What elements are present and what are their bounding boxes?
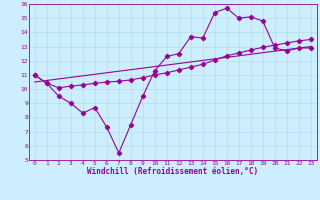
X-axis label: Windchill (Refroidissement éolien,°C): Windchill (Refroidissement éolien,°C) (87, 167, 258, 176)
